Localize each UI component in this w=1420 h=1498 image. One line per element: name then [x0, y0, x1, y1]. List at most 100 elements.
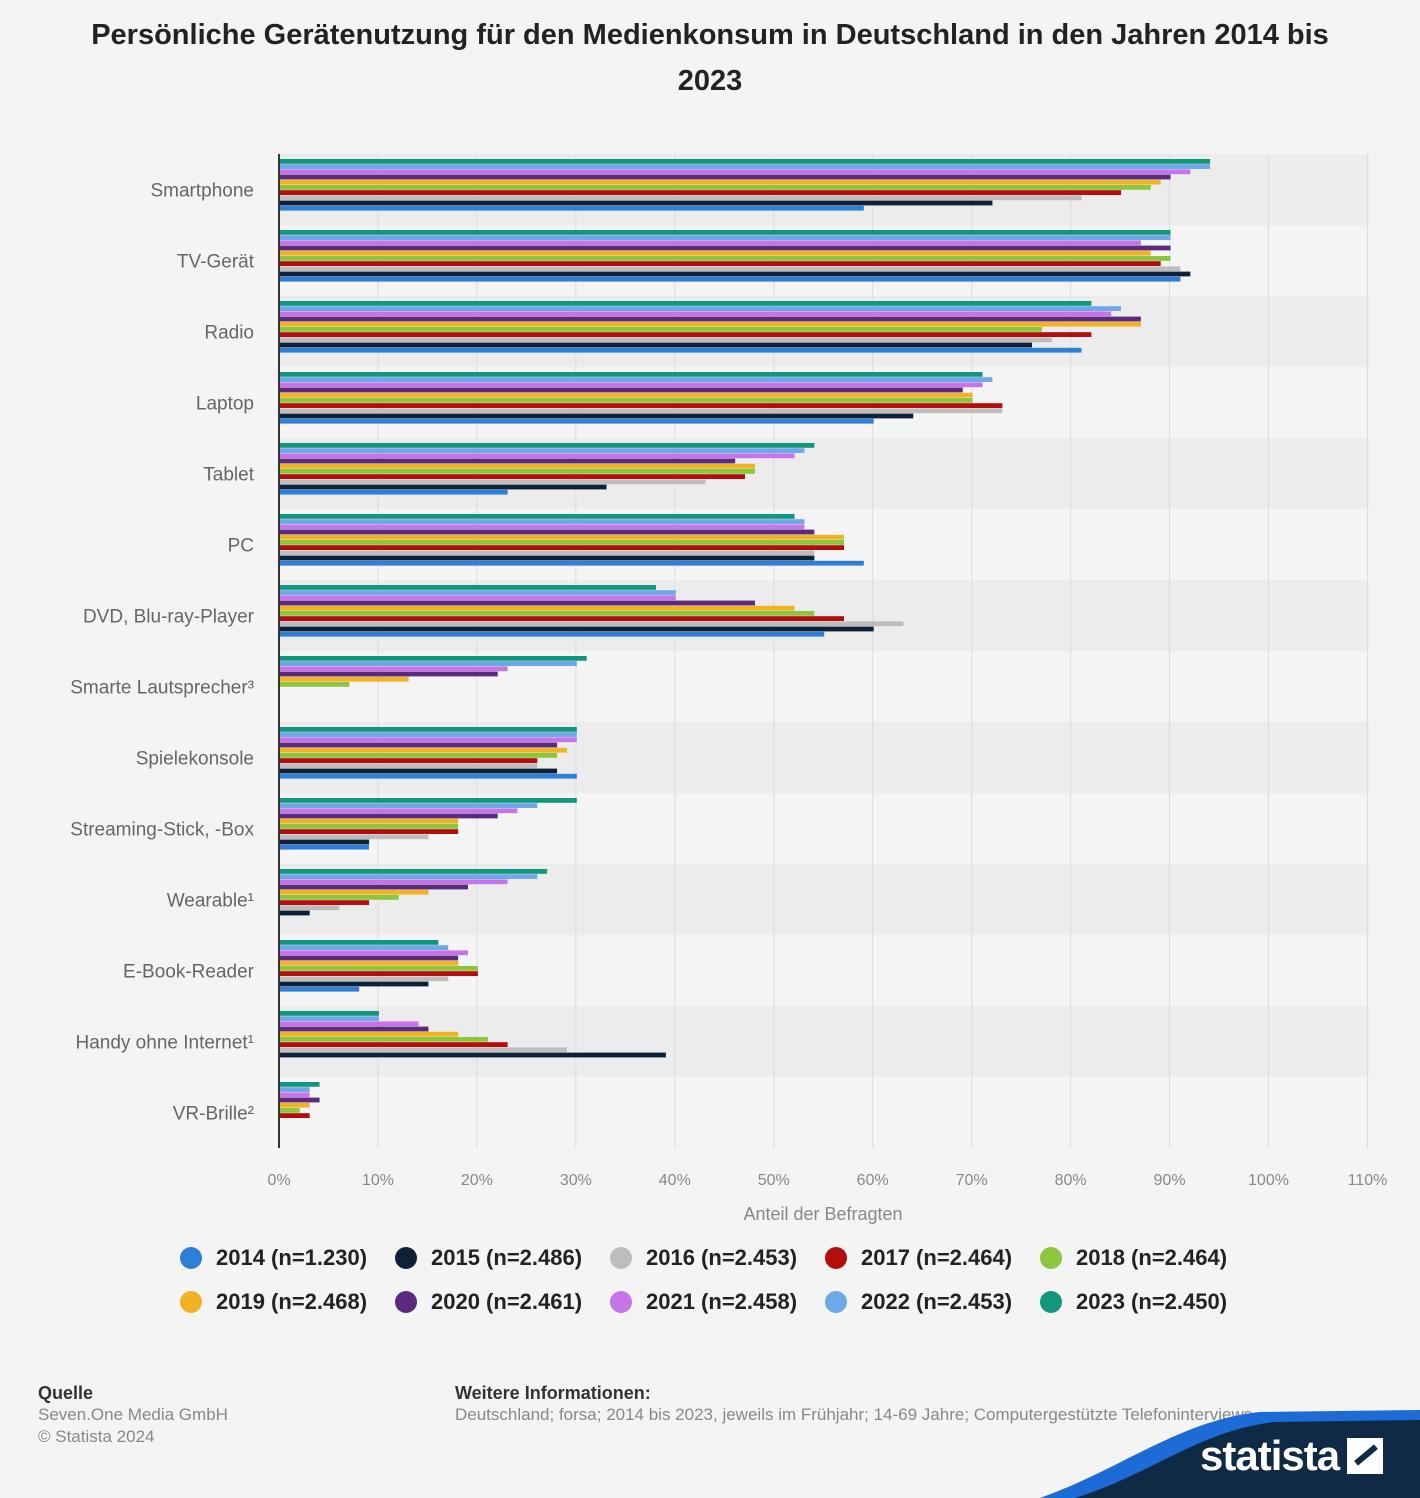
bar[interactable] [280, 676, 409, 682]
bar[interactable] [280, 732, 577, 737]
bar[interactable] [280, 271, 1191, 277]
bar[interactable] [280, 834, 429, 840]
bar[interactable] [280, 945, 449, 950]
legend-item[interactable]: 2020 (n=2.461) [395, 1289, 610, 1315]
bar[interactable] [280, 747, 567, 753]
bar[interactable] [280, 261, 1161, 266]
bar[interactable] [280, 519, 805, 524]
bar[interactable] [280, 463, 755, 469]
bar[interactable] [280, 332, 1092, 337]
bar[interactable] [280, 489, 508, 495]
bar[interactable] [280, 306, 1122, 311]
bar[interactable] [280, 1082, 320, 1087]
bar[interactable] [280, 392, 973, 398]
bar[interactable] [280, 524, 805, 530]
bar[interactable] [280, 682, 350, 687]
bar[interactable] [280, 824, 459, 829]
bar[interactable] [280, 479, 706, 485]
bar[interactable] [280, 235, 1171, 240]
bar[interactable] [280, 545, 845, 550]
bar[interactable] [280, 169, 1191, 175]
bar[interactable] [280, 971, 478, 976]
bar[interactable] [280, 818, 459, 824]
legend-item[interactable]: 2014 (n=1.230) [180, 1245, 395, 1271]
bar[interactable] [280, 514, 795, 519]
legend-item[interactable]: 2021 (n=2.458) [610, 1289, 825, 1315]
bar[interactable] [280, 550, 815, 556]
bar[interactable] [280, 768, 558, 774]
bar[interactable] [280, 256, 1171, 261]
bar[interactable] [280, 611, 815, 616]
bar[interactable] [280, 398, 973, 403]
bar[interactable] [280, 661, 577, 666]
bar[interactable] [280, 159, 1211, 164]
bar[interactable] [280, 403, 1003, 408]
bar[interactable] [280, 1037, 488, 1042]
bar[interactable] [280, 1011, 379, 1016]
bar[interactable] [280, 966, 478, 971]
bar[interactable] [280, 1108, 300, 1113]
bar[interactable] [280, 230, 1171, 235]
bar[interactable] [280, 469, 755, 474]
bar[interactable] [280, 458, 736, 464]
bar[interactable] [280, 484, 607, 490]
legend-item[interactable]: 2022 (n=2.453) [825, 1289, 1040, 1315]
bar[interactable] [280, 372, 983, 377]
bar[interactable] [280, 453, 795, 459]
bar[interactable] [280, 347, 1082, 353]
bar[interactable] [280, 534, 845, 540]
legend-item[interactable]: 2018 (n=2.464) [1040, 1245, 1255, 1271]
bar[interactable] [280, 387, 963, 393]
bar[interactable] [280, 727, 577, 732]
bar[interactable] [280, 758, 538, 763]
bar[interactable] [280, 1087, 310, 1092]
bar[interactable] [280, 200, 993, 206]
bar[interactable] [280, 879, 508, 885]
bar[interactable] [280, 940, 439, 945]
bar[interactable] [280, 190, 1122, 195]
bar[interactable] [280, 986, 360, 992]
bar[interactable] [280, 1097, 320, 1103]
bar[interactable] [280, 595, 676, 601]
bar[interactable] [280, 1102, 310, 1108]
bar[interactable] [280, 1113, 310, 1118]
bar[interactable] [280, 829, 459, 834]
bar[interactable] [280, 895, 399, 900]
bar[interactable] [280, 616, 845, 621]
bar[interactable] [280, 1031, 459, 1037]
bar[interactable] [280, 803, 538, 808]
legend-item[interactable]: 2015 (n=2.486) [395, 1245, 610, 1271]
bar[interactable] [280, 1052, 666, 1058]
bar[interactable] [280, 245, 1171, 251]
bar[interactable] [280, 240, 1141, 246]
bar[interactable] [280, 621, 904, 627]
bar[interactable] [280, 555, 815, 561]
bar[interactable] [280, 590, 676, 595]
bar[interactable] [280, 976, 449, 982]
bar[interactable] [280, 869, 548, 874]
bar[interactable] [280, 413, 914, 419]
bar[interactable] [280, 955, 459, 961]
bar[interactable] [280, 250, 1151, 256]
bar[interactable] [280, 382, 983, 388]
bar[interactable] [280, 656, 587, 661]
bar[interactable] [280, 605, 795, 611]
bar[interactable] [280, 631, 825, 637]
bar[interactable] [280, 1021, 419, 1027]
bar[interactable] [280, 1026, 429, 1032]
bar[interactable] [280, 960, 459, 966]
bar[interactable] [280, 981, 429, 987]
bar[interactable] [280, 195, 1082, 201]
bar[interactable] [280, 844, 370, 850]
bar[interactable] [280, 560, 864, 566]
bar[interactable] [280, 813, 498, 819]
bar[interactable] [280, 950, 469, 956]
bar[interactable] [280, 337, 1052, 343]
bar[interactable] [280, 185, 1151, 190]
bar[interactable] [280, 600, 755, 606]
legend-item[interactable]: 2016 (n=2.453) [610, 1245, 825, 1271]
bar[interactable] [280, 266, 1181, 272]
bar[interactable] [280, 742, 558, 748]
bar[interactable] [280, 301, 1092, 306]
bar[interactable] [280, 540, 845, 545]
